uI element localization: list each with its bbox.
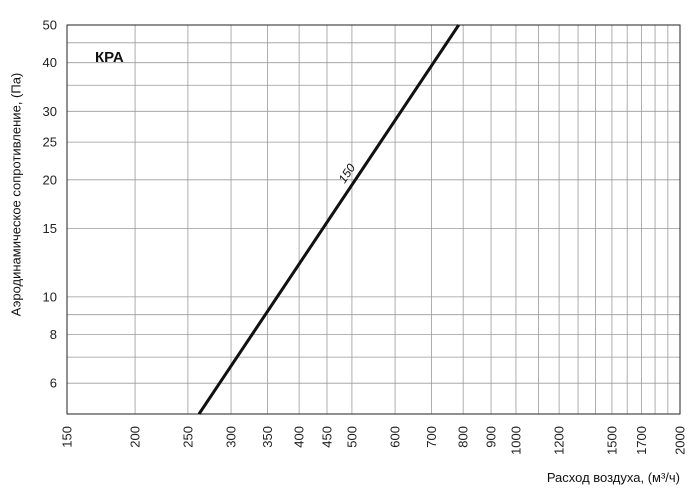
x-tick-label: 700 <box>424 426 439 448</box>
x-axis-label: Расход воздуха, (м³/ч) <box>547 470 680 485</box>
x-tick-label: 1000 <box>508 426 523 455</box>
y-tick-label: 20 <box>43 172 57 187</box>
x-tick-labels: 150 200 250 300 350 400 450 500 600 700 800 900 1000… <box>60 426 688 455</box>
x-tick-label: 250 <box>180 426 195 448</box>
y-tick-label: 40 <box>43 55 57 70</box>
y-tick-label: 6 <box>50 376 57 391</box>
chart-annotation: КРА <box>95 49 124 66</box>
x-tick-label: 150 <box>60 426 75 448</box>
x-tick-label: 300 <box>224 426 239 448</box>
x-tick-label: 900 <box>484 426 499 448</box>
x-tick-label: 200 <box>128 426 143 448</box>
x-tick-label: 800 <box>456 426 471 448</box>
y-tick-label: 8 <box>50 327 57 342</box>
y-axis-label: Аэродинамическое сопротивление, (Па) <box>9 73 24 316</box>
x-tick-label: 350 <box>260 426 275 448</box>
plot-frame <box>66 24 681 415</box>
y-tick-labels: 6 8 10 15 20 25 30 40 50 <box>43 18 57 391</box>
y-tick-label: 50 <box>43 18 57 33</box>
x-tick-label: 1700 <box>634 426 649 455</box>
y-tick-label: 15 <box>43 221 57 236</box>
y-tick-label: 10 <box>43 289 57 304</box>
x-tick-label: 600 <box>388 426 403 448</box>
x-tick-label: 1500 <box>604 426 619 455</box>
x-tick-label: 400 <box>292 426 307 448</box>
grid <box>66 24 681 415</box>
series-layer: 150 <box>197 24 460 415</box>
x-tick-label: 500 <box>344 426 359 448</box>
y-tick-label: 30 <box>43 104 57 119</box>
x-tick-label: 2000 <box>673 426 688 455</box>
x-tick-label: 450 <box>319 426 334 448</box>
series-line <box>197 24 460 415</box>
x-tick-label: 1200 <box>552 426 567 455</box>
y-tick-label: 25 <box>43 135 57 150</box>
